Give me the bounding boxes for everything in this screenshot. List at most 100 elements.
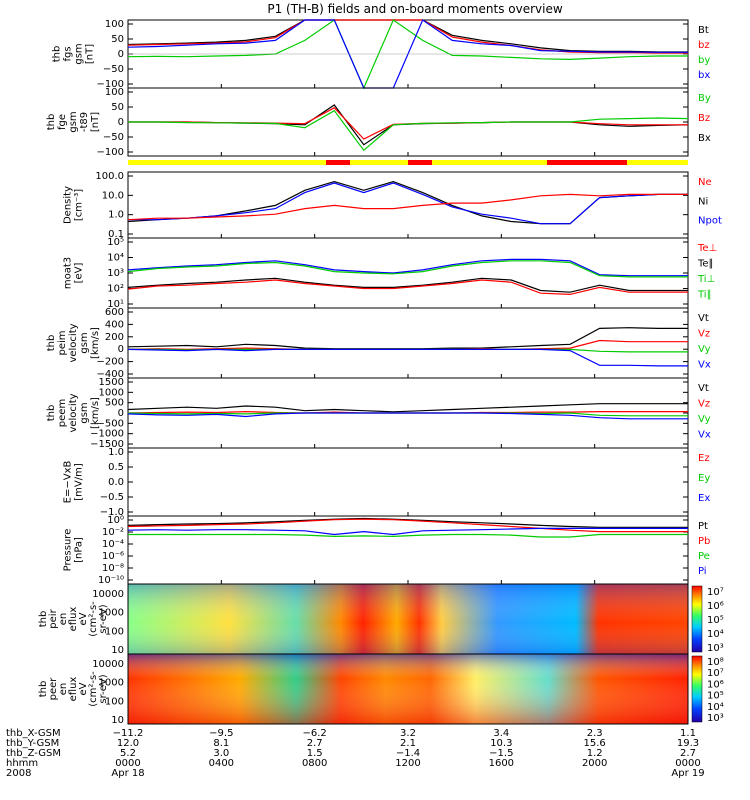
series-by: [127, 19, 688, 90]
y-axis-label: peem: [57, 399, 68, 427]
series-Npot: [128, 182, 688, 225]
axis-row-label: thb_X-GSM: [6, 728, 61, 739]
legend-entry: Te⊥: [697, 243, 717, 254]
axis-row-value: 8.1: [213, 738, 229, 749]
axis-row-label: thb_Y-GSM: [6, 738, 59, 749]
y-axis-label: sr-eV): [98, 674, 109, 703]
series-Vx: [127, 348, 688, 367]
legend-entry: bz: [698, 40, 710, 51]
y-axis-label: gsm: [68, 111, 79, 132]
y-axis-label: eV: [78, 682, 89, 695]
axis-row-value: 0000: [675, 758, 700, 769]
series-bz: [127, 19, 688, 54]
y-tick-label: 100: [105, 696, 124, 707]
y-axis-label: gsm: [74, 43, 85, 64]
series-Bx: [128, 104, 689, 146]
series-Ne: [127, 193, 688, 221]
axis-row-value: 3.0: [213, 748, 229, 759]
legend-entry: Pi: [698, 566, 707, 577]
colorbar-tick-label: 10⁵: [707, 615, 724, 626]
y-tick-label: −0.5: [100, 492, 124, 503]
y-tick-label: 10⁻⁶: [102, 551, 124, 562]
axis-row-value: 2000: [582, 758, 607, 769]
panel-frame: [127, 307, 689, 379]
legend-entry: Bz: [698, 113, 710, 124]
series-Vz: [127, 339, 688, 351]
spectrogram-peir: 10000 1000 100 10 thb peir en eflux eV (cm²-s-sr-…: [38, 583, 724, 656]
y-tick-label: 50: [111, 34, 124, 45]
y-tick-label: 10000: [92, 659, 124, 670]
y-tick-label: −50: [103, 64, 124, 75]
colorbar: [691, 585, 703, 653]
y-tick-label: −200: [97, 357, 124, 368]
y-tick-label: 10: [111, 715, 124, 726]
y-tick-label: −1000: [90, 429, 124, 440]
legend-entry: Bx: [698, 133, 711, 144]
panel-frame: [127, 515, 689, 585]
y-tick-label: 0.0: [108, 477, 124, 488]
y-tick-label: −400: [97, 369, 124, 380]
legend-entry: Pb: [698, 536, 710, 547]
y-tick-label: 100: [105, 626, 124, 637]
colorbar-tick-label: 10⁷: [707, 587, 724, 598]
colorbar: [691, 655, 703, 723]
legend-entry: Ti⊥: [697, 274, 715, 285]
y-axis-label: fge: [57, 114, 68, 130]
y-axis-label: [eV]: [74, 263, 85, 284]
panel-temperature: 10⁵ 10⁴ 10³ 10² 10¹ moat3 [eV] Te⊥ Te∥ Ti⊥ Ti∥: [63, 237, 718, 310]
axis-row-value: 0000: [115, 758, 140, 769]
y-tick-label: 10¹: [107, 299, 124, 310]
panel-efield: 1.0 0.5 0.0 −0.5 −1.0 E=−VxB [mV/m] Ez Ey Ex: [63, 447, 711, 518]
panel-density: 100.0 10.0 1.0 0.1 Density [cm⁻³] Ne Ni Npot: [63, 171, 722, 240]
time-axis-rows: thb_X-GSM −11.2 −9.5 −6.2 3.2 3.4 2.3 1.1 thb_Y-…: [6, 728, 705, 779]
y-axis-label: en: [58, 613, 69, 626]
y-axis-label: thb: [46, 114, 57, 131]
y-tick-label: 10.0: [102, 190, 124, 201]
y-axis-label: peim: [57, 330, 68, 355]
axis-row-value: 3.2: [400, 728, 416, 739]
legend-entry: Vx: [698, 430, 711, 441]
series-Te⊥: [127, 279, 688, 296]
legend-entry: Ey: [698, 473, 710, 484]
y-tick-label: 0: [118, 344, 124, 355]
axis-row-label: hhmm: [6, 758, 38, 769]
y-tick-label: −50: [103, 132, 124, 143]
y-axis-label: Density: [63, 186, 74, 224]
y-tick-label: 50: [111, 102, 124, 113]
series-Vx: [127, 412, 688, 420]
y-tick-label: 0: [118, 117, 124, 128]
legend-entry: Pt: [698, 521, 708, 532]
y-axis-label: -t89: [79, 112, 90, 132]
y-axis-label: eV: [78, 612, 89, 625]
axis-row-value: −1.4: [396, 748, 420, 759]
series-Pi: [127, 527, 688, 536]
y-tick-label: 200: [105, 332, 124, 343]
y-tick-label: 1.0: [108, 210, 124, 221]
y-tick-label: −100: [97, 79, 124, 90]
axis-row-value: 1600: [489, 758, 514, 769]
y-tick-label: 10⁻⁴: [102, 539, 124, 550]
y-axis-label: gsm: [79, 402, 90, 423]
series-Ti∥: [127, 260, 688, 278]
axis-row-value: 3.4: [493, 728, 509, 739]
axis-row-value: −1.5: [489, 748, 513, 759]
figure-title: P1 (TH-B) fields and on-board moments ov…: [267, 2, 563, 16]
colorbar-tick-label: 10⁷: [707, 668, 724, 679]
legend-entry: Ex: [698, 493, 710, 504]
y-axis-label: (cm²-s-: [88, 601, 99, 637]
legend-entry: Npot: [698, 216, 722, 227]
legend-entry: Vx: [698, 360, 711, 371]
legend-entry: Vt: [698, 383, 709, 394]
y-axis-label: [cm⁻³]: [74, 189, 85, 221]
legend-entry: Vz: [698, 399, 710, 410]
spectrogram-peer: 10000 1000 100 10 thb peer en eflux eV (cm²-s-sr-…: [38, 653, 724, 726]
region-bar-segment: [547, 160, 627, 165]
series-Bz: [128, 107, 688, 140]
y-tick-label: 1000: [99, 678, 124, 689]
axis-row-value: 1.1: [680, 728, 696, 739]
y-tick-label: 0.5: [108, 462, 124, 473]
y-axis-label: E=−VxB: [63, 461, 74, 504]
